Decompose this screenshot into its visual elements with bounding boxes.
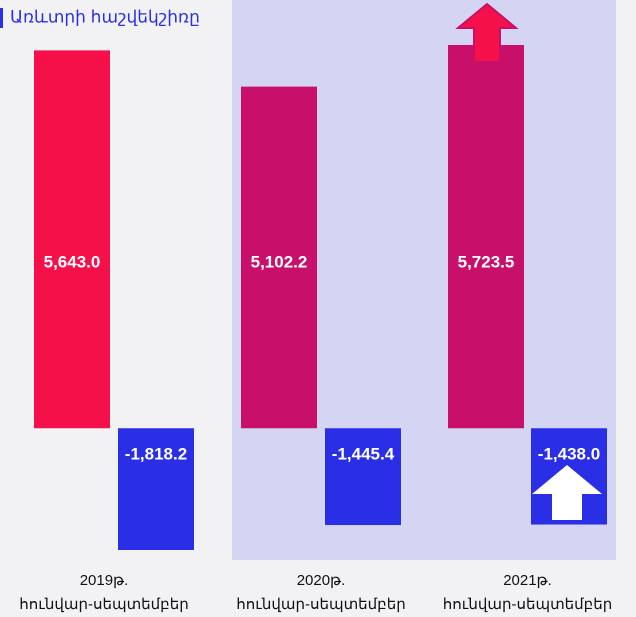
title-marker	[0, 8, 3, 28]
x-tick-label: 2020թ.	[297, 572, 346, 589]
x-tick-label: 2021թ.	[503, 572, 552, 589]
chart-title: Առևտրի հաշվեկշիռը	[10, 7, 200, 26]
arrow-up-white	[532, 465, 602, 520]
value-label: -1,438.0	[538, 445, 600, 464]
arrow-icon	[532, 465, 602, 520]
arrow-icon	[455, 2, 519, 63]
x-tick-label: 2019թ.	[80, 572, 129, 589]
value-label: 5,723.5	[458, 253, 515, 272]
bar	[34, 50, 110, 429]
x-tick-label: հունվար-սեպտեմբեր	[443, 596, 612, 613]
bar	[118, 428, 194, 550]
bar	[448, 45, 524, 429]
arrow-up-red	[455, 2, 519, 63]
marks: 5,643.0 -1,818.2 5,102.2 -1,445.4 5,723.5 -1,…	[34, 45, 607, 550]
bar	[241, 86, 317, 429]
value-label: -1,818.2	[125, 445, 187, 464]
x-tick-label: հունվար-սեպտեմբեր	[236, 596, 405, 613]
bar	[325, 428, 401, 526]
value-label: -1,445.4	[332, 445, 395, 464]
value-label: 5,643.0	[44, 253, 101, 272]
value-label: 5,102.2	[251, 253, 308, 272]
x-tick-label: հունվար-սեպտեմբեր	[19, 596, 188, 613]
